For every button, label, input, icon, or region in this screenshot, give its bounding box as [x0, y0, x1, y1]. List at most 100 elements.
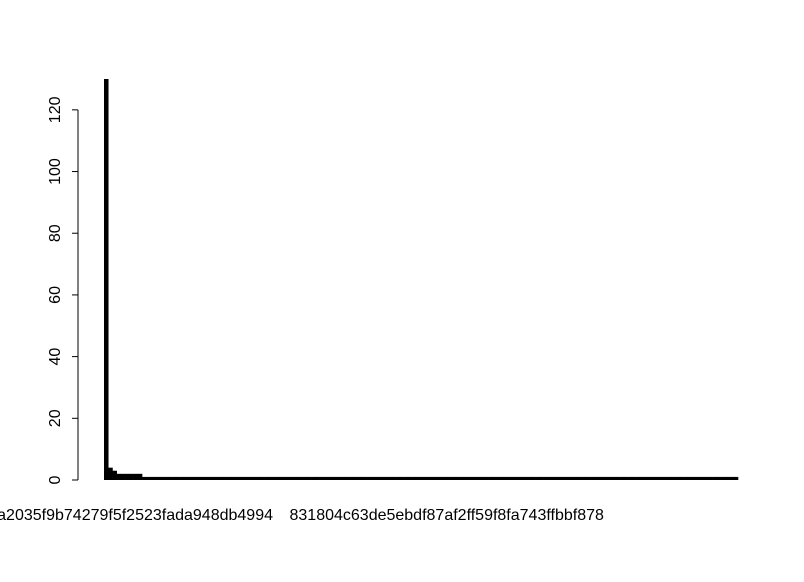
- bar: [636, 476, 642, 480]
- bar: [175, 476, 181, 480]
- bar: [687, 476, 692, 480]
- bar: [391, 476, 396, 480]
- bar: [146, 476, 151, 480]
- bar: [556, 476, 561, 480]
- bar: [678, 476, 684, 480]
- bar: [640, 476, 646, 480]
- bar: [277, 476, 282, 480]
- bar: [568, 476, 574, 480]
- bar: [213, 476, 219, 480]
- bar: [289, 476, 295, 480]
- bar: [104, 79, 109, 480]
- bar: [480, 476, 485, 480]
- bar: [645, 476, 650, 480]
- y-tick-label: 80: [47, 224, 64, 242]
- bar: [273, 476, 278, 480]
- bar: [192, 476, 198, 480]
- bar: [344, 476, 350, 480]
- bar: [463, 476, 468, 480]
- bar: [611, 476, 616, 480]
- bar: [137, 473, 143, 480]
- y-tick-label: 100: [47, 158, 64, 185]
- bar: [657, 476, 663, 480]
- bar: [353, 476, 358, 480]
- bar: [619, 476, 625, 480]
- bar: [695, 476, 701, 480]
- bar: [247, 476, 253, 480]
- bar: [691, 476, 697, 480]
- bar: [594, 476, 599, 480]
- bar: [260, 476, 265, 480]
- bar: [294, 476, 299, 480]
- bar: [404, 476, 409, 480]
- bar: [530, 476, 536, 480]
- bar: [188, 476, 194, 480]
- bar: [408, 476, 413, 480]
- bar: [268, 476, 274, 480]
- bar: [467, 476, 473, 480]
- bar: [505, 476, 511, 480]
- bar: [328, 476, 333, 480]
- bar: [120, 473, 126, 480]
- bar: [421, 476, 426, 480]
- bar: [209, 476, 215, 480]
- bar: [598, 476, 604, 480]
- bar: [704, 476, 709, 480]
- bar: [319, 476, 325, 480]
- bar: [560, 476, 566, 480]
- bar: [167, 476, 172, 480]
- bar: [235, 476, 240, 480]
- y-tick-label: 60: [47, 286, 64, 304]
- bar: [590, 476, 595, 480]
- bar: [699, 476, 705, 480]
- bar: [666, 476, 671, 480]
- bar: [171, 476, 177, 480]
- bar: [729, 476, 735, 480]
- bar: [205, 476, 210, 480]
- bar: [535, 476, 540, 480]
- bar: [180, 476, 185, 480]
- bar: [543, 476, 549, 480]
- bar: [116, 473, 122, 480]
- bar: [382, 476, 388, 480]
- bar: [433, 476, 439, 480]
- bar: [306, 476, 312, 480]
- bar: [230, 476, 236, 480]
- bar: [416, 476, 422, 480]
- bar: [281, 476, 287, 480]
- bar: [154, 476, 160, 480]
- bar: [412, 476, 418, 480]
- bar: [725, 476, 730, 480]
- bar: [429, 476, 434, 480]
- bar: [311, 476, 316, 480]
- bar: [446, 476, 451, 480]
- bar: [577, 476, 582, 480]
- bar: [112, 470, 117, 480]
- bar: [378, 476, 384, 480]
- bar: [716, 476, 722, 480]
- bar: [184, 476, 189, 480]
- bar: [425, 476, 430, 480]
- bar: [585, 476, 591, 480]
- bar: [226, 476, 232, 480]
- bar: [323, 476, 329, 480]
- y-tick-label: 40: [47, 348, 64, 366]
- bar: [581, 476, 587, 480]
- bar: [150, 476, 156, 480]
- bar: [298, 476, 303, 480]
- bar: [129, 473, 134, 480]
- bar: [302, 476, 308, 480]
- bar: [450, 476, 456, 480]
- bar: [501, 476, 506, 480]
- bar: [683, 476, 688, 480]
- bar: [366, 476, 371, 480]
- bar: [628, 476, 633, 480]
- bar: [632, 476, 637, 480]
- bar: [547, 476, 553, 480]
- bar: [399, 476, 405, 480]
- bar: [484, 476, 489, 480]
- bar: [606, 476, 612, 480]
- bar: [315, 476, 320, 480]
- bar: [670, 476, 675, 480]
